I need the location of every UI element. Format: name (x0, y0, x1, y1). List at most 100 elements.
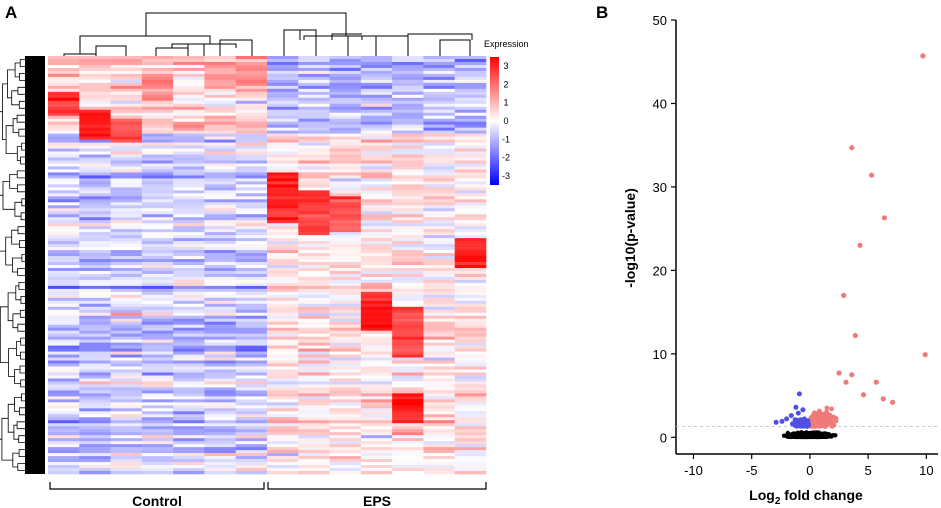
heatmap-cell (204, 321, 237, 326)
heatmap-cell (79, 447, 111, 451)
heatmap-cell (235, 64, 268, 69)
heatmap-cell (298, 115, 330, 119)
point-not-significant (805, 433, 810, 439)
heatmap-cell (48, 148, 80, 152)
heatmap-cell (454, 462, 487, 466)
heatmap-cell (454, 285, 487, 290)
heatmap-cell (329, 318, 362, 323)
heatmap-cell (298, 408, 330, 412)
heatmap-cell (454, 351, 487, 355)
point-up-regulated (880, 396, 886, 402)
heatmap-cell (454, 157, 487, 161)
heatmap-cell (423, 56, 456, 60)
heatmap-cell (298, 94, 330, 99)
heatmap-cell (423, 142, 456, 146)
heatmap-cell (141, 450, 174, 454)
heatmap-cell (141, 169, 174, 173)
heatmap-cell (48, 375, 80, 379)
heatmap-cell (360, 297, 393, 302)
heatmap-cell (392, 154, 424, 158)
heatmap-cell (141, 381, 174, 385)
heatmap-cell (360, 342, 393, 346)
heatmap-cell (423, 184, 456, 188)
heatmap-cell (110, 136, 143, 140)
heatmap-cell (360, 285, 393, 290)
heatmap-cell (454, 208, 487, 212)
heatmap-cell (173, 336, 205, 340)
heatmap-cell (141, 336, 174, 340)
heatmap-cell (392, 205, 424, 209)
heatmap-cell (110, 187, 143, 191)
heatmap-cell (298, 106, 330, 111)
heatmap-cell (454, 211, 487, 215)
heatmap-cell (454, 450, 487, 454)
heatmap-cell (298, 402, 330, 406)
heatmap-cell (235, 330, 268, 334)
heatmap-cell (454, 85, 487, 90)
heatmap-cell (329, 291, 362, 296)
heatmap-cell (79, 220, 111, 224)
heatmap-cell (298, 232, 330, 236)
y-tick-label: 0 (660, 430, 667, 445)
heatmap-cell (392, 279, 424, 284)
color-legend-bar (490, 57, 499, 185)
heatmap-cell (298, 381, 330, 385)
heatmap-cell (392, 85, 424, 90)
heatmap-cell (48, 411, 80, 415)
heatmap-cell (48, 402, 80, 406)
heatmap-cell (110, 417, 143, 421)
heatmap-cell (141, 315, 174, 320)
heatmap-cell (392, 348, 424, 352)
heatmap-cell (79, 462, 111, 466)
heatmap-cell (267, 259, 299, 263)
heatmap-cell (298, 184, 330, 188)
heatmap-cell (110, 205, 143, 209)
heatmap-cell (48, 342, 80, 346)
heatmap-cell (329, 405, 362, 409)
heatmap-cell (298, 360, 330, 364)
heatmap-cell (298, 61, 330, 66)
heatmap-cell (267, 324, 299, 328)
heatmap-cell (110, 408, 143, 412)
heatmap-cell (110, 169, 143, 173)
heatmap-cell (267, 142, 299, 146)
heatmap-cell (454, 372, 487, 376)
heatmap-cell (79, 85, 111, 90)
heatmap-cell (267, 381, 299, 385)
heatmap-cell (454, 178, 487, 182)
heatmap-cell (173, 279, 205, 284)
heatmap-cell (360, 253, 393, 257)
heatmap-cell (141, 357, 174, 361)
heatmap-cell (392, 187, 424, 191)
heatmap-cell (298, 426, 330, 430)
heatmap-cell (79, 327, 111, 331)
point-up-regulated (819, 423, 824, 429)
heatmap-cell (204, 265, 237, 269)
heatmap-cell (267, 348, 299, 352)
heatmap-cell (141, 327, 174, 331)
heatmap-cell (392, 163, 424, 167)
heatmap-cell (329, 145, 362, 149)
heatmap-cell (235, 450, 268, 454)
heatmap-cell (329, 130, 362, 134)
heatmap-grid (48, 56, 487, 475)
heatmap-cell (392, 408, 424, 412)
heatmap-cell (110, 211, 143, 215)
heatmap-cell (423, 447, 456, 451)
heatmap-cell (423, 229, 456, 233)
heatmap-cell (392, 399, 424, 403)
heatmap-cell (360, 148, 393, 152)
heatmap-cell (423, 100, 456, 105)
heatmap-cell (79, 336, 111, 340)
heatmap-cell (235, 214, 268, 218)
heatmap-cell (173, 318, 205, 323)
heatmap-cell (48, 435, 80, 439)
heatmap-cell (423, 276, 456, 281)
heatmap-cell (48, 124, 80, 128)
heatmap-cell (79, 157, 111, 161)
heatmap-cell (360, 259, 393, 263)
heatmap-cell (392, 244, 424, 248)
heatmap-cell (141, 276, 174, 281)
heatmap-cell (141, 330, 174, 334)
heatmap-cell (360, 432, 393, 436)
